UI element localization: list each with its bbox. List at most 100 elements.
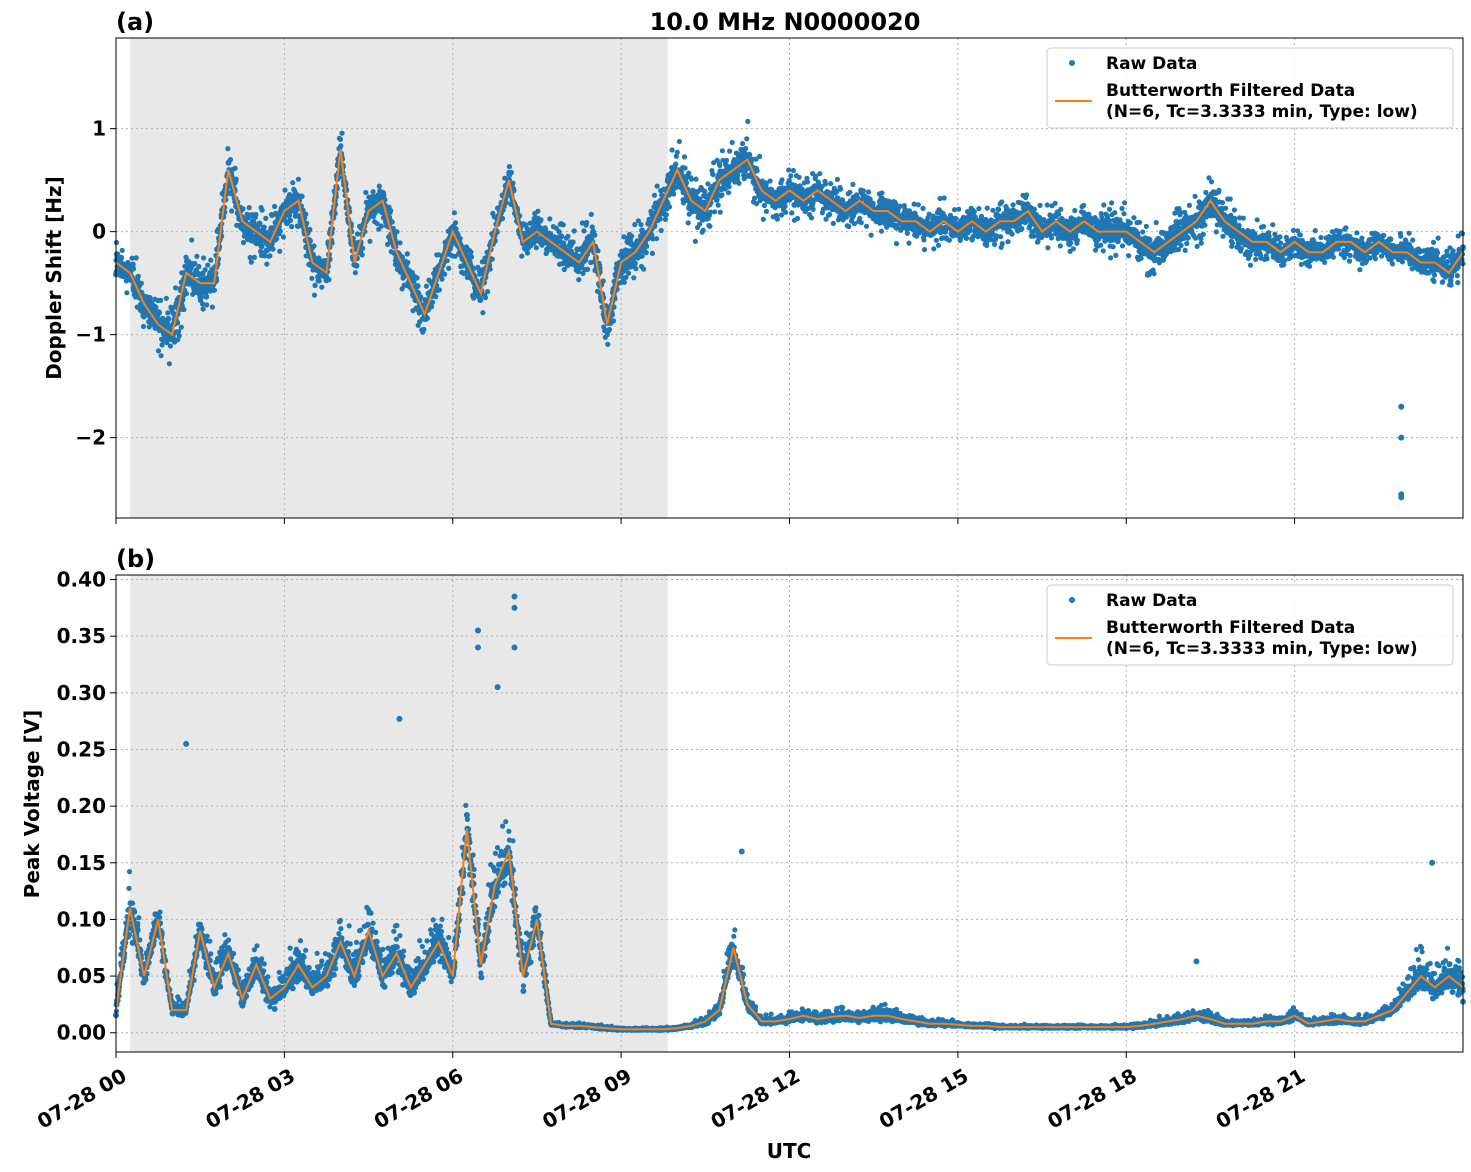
raw-data-point bbox=[339, 130, 345, 136]
raw-data-point bbox=[822, 181, 829, 187]
raw-data-point bbox=[685, 220, 691, 226]
raw-data-point bbox=[1231, 207, 1237, 213]
raw-data-point bbox=[890, 200, 897, 207]
raw-data-point bbox=[119, 247, 125, 253]
raw-data-point bbox=[173, 285, 179, 291]
raw-data-point bbox=[133, 255, 139, 261]
raw-data-point bbox=[702, 188, 708, 194]
raw-data-point bbox=[560, 222, 566, 228]
raw-data-point bbox=[353, 262, 360, 269]
raw-data-point bbox=[1110, 244, 1116, 250]
raw-data-point bbox=[565, 233, 571, 239]
raw-data-point bbox=[809, 200, 816, 207]
raw-data-point bbox=[337, 136, 343, 142]
raw-data-point bbox=[189, 237, 195, 243]
raw-data-point bbox=[1145, 236, 1152, 243]
raw-data-point bbox=[707, 223, 713, 229]
raw-data-point bbox=[1143, 223, 1149, 229]
raw-data-point bbox=[761, 202, 768, 209]
raw-data-point bbox=[452, 253, 458, 259]
raw-data-point bbox=[658, 227, 664, 234]
raw-data-point bbox=[680, 164, 686, 171]
raw-data-point bbox=[423, 283, 429, 289]
raw-data-point bbox=[1140, 229, 1146, 235]
raw-data-point bbox=[408, 269, 415, 276]
raw-data-point bbox=[286, 212, 293, 219]
raw-data-point bbox=[258, 243, 265, 250]
raw-data-point bbox=[1121, 211, 1127, 217]
raw-data-point bbox=[920, 205, 926, 211]
raw-data-point bbox=[196, 263, 202, 270]
raw-data-point bbox=[263, 215, 269, 221]
raw-data-point bbox=[124, 290, 130, 296]
raw-data-point bbox=[519, 253, 525, 259]
raw-data-point bbox=[1171, 242, 1178, 249]
raw-data-point bbox=[225, 159, 232, 166]
raw-data-point bbox=[827, 211, 833, 217]
raw-data-point bbox=[272, 203, 278, 210]
raw-data-point bbox=[600, 278, 606, 284]
raw-data-point bbox=[312, 282, 318, 289]
raw-data-point bbox=[740, 141, 746, 147]
raw-data-point bbox=[879, 190, 885, 196]
raw-data-point bbox=[1406, 230, 1412, 236]
raw-data-point bbox=[863, 223, 870, 229]
raw-data-point bbox=[154, 312, 161, 319]
raw-data-point bbox=[354, 231, 361, 237]
raw-data-point bbox=[399, 286, 405, 292]
raw-data-point bbox=[1318, 234, 1324, 241]
raw-data-point bbox=[1100, 248, 1106, 254]
raw-data-point bbox=[1052, 200, 1058, 206]
raw-data-point bbox=[232, 165, 238, 171]
raw-data-point bbox=[1052, 212, 1059, 219]
raw-data-point bbox=[984, 205, 990, 211]
raw-data-point bbox=[641, 266, 647, 272]
raw-data-point bbox=[631, 260, 638, 267]
raw-data-point bbox=[576, 277, 582, 283]
raw-data-point bbox=[295, 176, 301, 182]
raw-data-point bbox=[763, 208, 770, 214]
raw-data-point bbox=[663, 212, 670, 218]
raw-data-point bbox=[1240, 215, 1246, 221]
raw-data-point bbox=[506, 171, 513, 178]
raw-data-point bbox=[779, 177, 785, 183]
raw-data-point bbox=[477, 271, 483, 277]
raw-data-point bbox=[668, 190, 675, 197]
raw-data-point bbox=[893, 224, 900, 231]
raw-data-point bbox=[246, 205, 252, 211]
raw-data-point bbox=[248, 259, 254, 265]
raw-data-point bbox=[1343, 225, 1349, 231]
raw-data-point bbox=[744, 136, 750, 142]
raw-data-point bbox=[640, 247, 647, 254]
raw-data-point bbox=[530, 220, 536, 226]
raw-data-point bbox=[710, 171, 716, 178]
raw-data-point bbox=[1431, 278, 1437, 284]
raw-data-point bbox=[158, 353, 164, 359]
raw-data-point bbox=[801, 205, 808, 212]
raw-data-point bbox=[547, 216, 553, 222]
raw-data-point bbox=[258, 248, 264, 255]
raw-data-point bbox=[753, 165, 760, 172]
raw-data-point bbox=[782, 203, 788, 209]
raw-data-point bbox=[225, 146, 231, 152]
raw-data-point bbox=[1153, 220, 1159, 226]
raw-data-point bbox=[1106, 206, 1113, 212]
raw-data-point bbox=[804, 179, 811, 185]
raw-data-point bbox=[1137, 219, 1143, 225]
raw-data-point bbox=[712, 209, 718, 215]
raw-data-point bbox=[931, 246, 937, 252]
raw-data-point bbox=[1031, 233, 1037, 239]
raw-data-point bbox=[130, 265, 137, 272]
raw-data-point bbox=[638, 222, 644, 228]
raw-data-point bbox=[1312, 228, 1318, 234]
raw-data-point bbox=[450, 224, 457, 231]
raw-data-point bbox=[262, 253, 268, 259]
raw-data-point bbox=[796, 174, 802, 180]
raw-data-point bbox=[859, 190, 866, 197]
raw-data-point bbox=[1045, 245, 1051, 251]
raw-data-point bbox=[1347, 252, 1353, 258]
raw-data-point bbox=[205, 262, 211, 268]
raw-data-point bbox=[251, 254, 257, 260]
raw-data-point bbox=[199, 270, 206, 277]
raw-data-point bbox=[1431, 272, 1438, 278]
